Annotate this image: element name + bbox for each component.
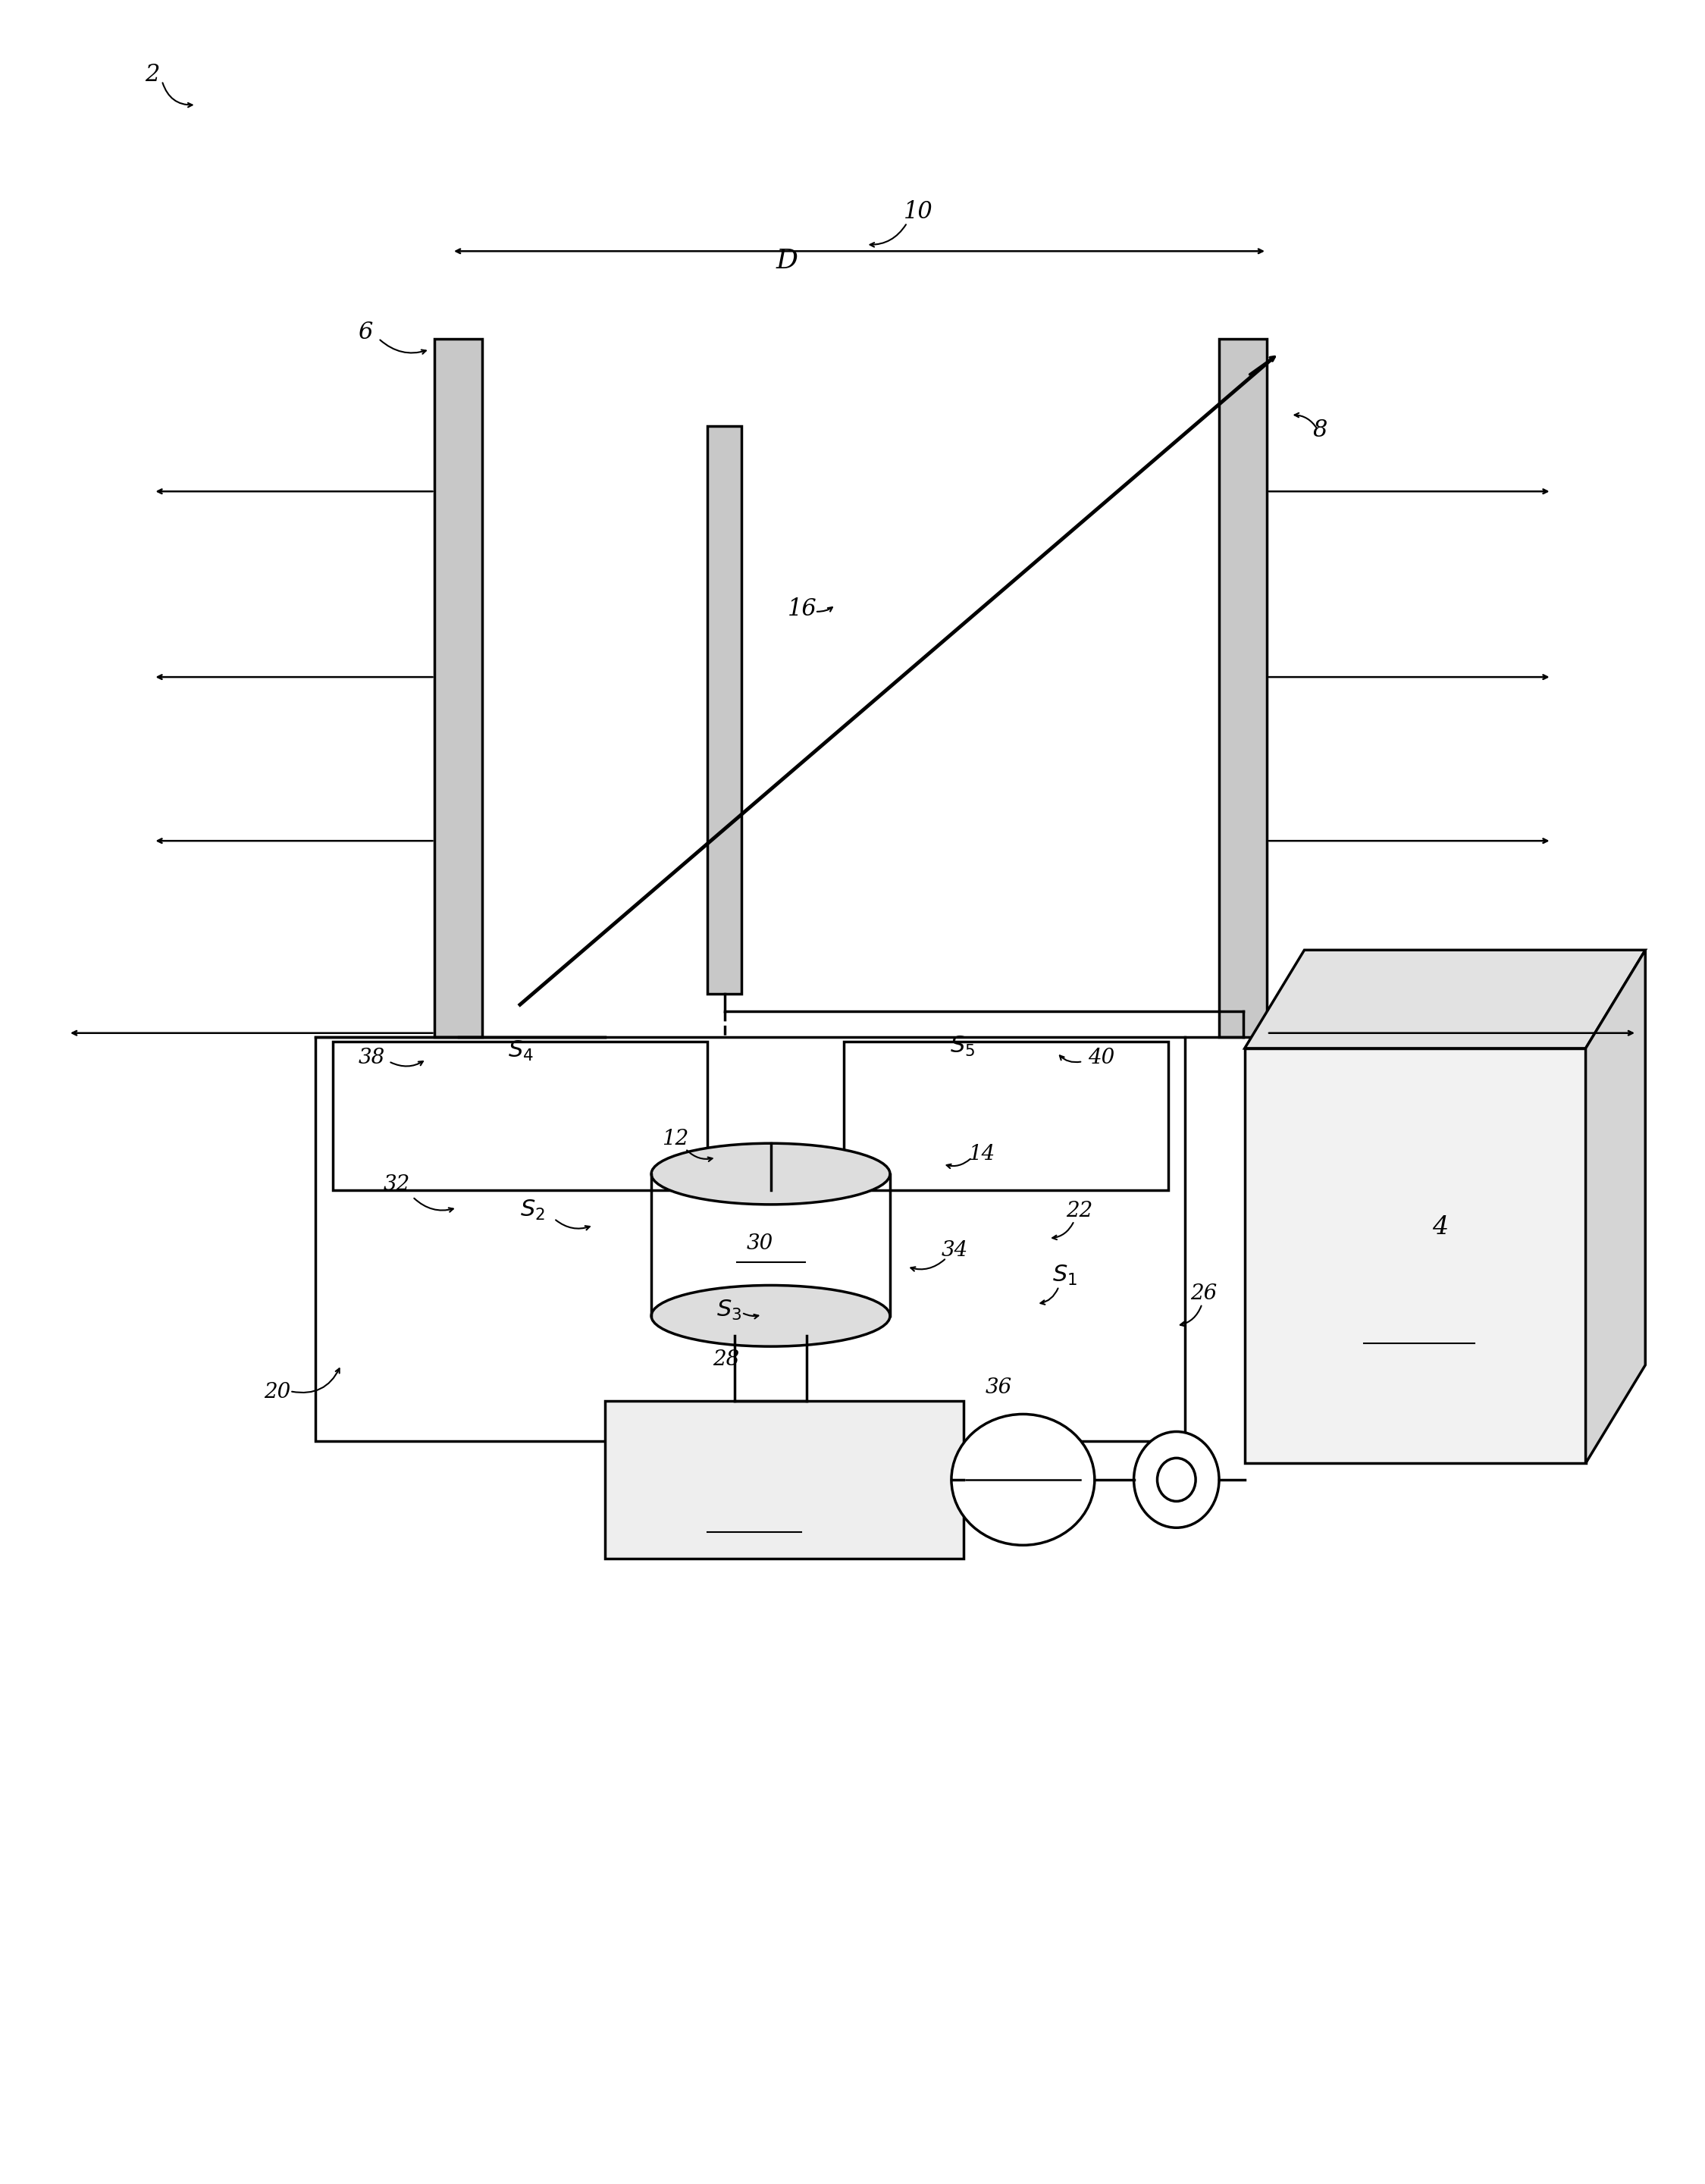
Text: $S_2$: $S_2$ xyxy=(520,1199,546,1221)
Ellipse shape xyxy=(1158,1459,1195,1500)
Ellipse shape xyxy=(651,1144,890,1206)
Text: 32: 32 xyxy=(384,1175,411,1195)
Polygon shape xyxy=(1586,950,1645,1463)
Polygon shape xyxy=(435,339,483,1037)
Text: $S_1$: $S_1$ xyxy=(1052,1265,1078,1286)
Text: 16: 16 xyxy=(788,598,817,620)
Ellipse shape xyxy=(951,1415,1095,1546)
Text: 34: 34 xyxy=(941,1241,968,1260)
Bar xyxy=(605,1402,963,1559)
Text: 30: 30 xyxy=(747,1234,774,1254)
Text: 4: 4 xyxy=(1432,1214,1448,1238)
Text: 8: 8 xyxy=(1313,419,1328,441)
Bar xyxy=(1245,1048,1586,1463)
Text: $S_4$: $S_4$ xyxy=(508,1040,534,1061)
Text: D: D xyxy=(776,249,798,273)
Text: $S_5$: $S_5$ xyxy=(950,1035,975,1057)
Text: 2: 2 xyxy=(145,63,160,85)
Text: 12: 12 xyxy=(662,1129,689,1149)
Text: 26: 26 xyxy=(1190,1284,1217,1304)
Ellipse shape xyxy=(651,1284,890,1345)
Text: 6: 6 xyxy=(358,321,373,343)
Ellipse shape xyxy=(1134,1433,1219,1529)
Text: 28: 28 xyxy=(713,1350,740,1369)
Polygon shape xyxy=(708,426,742,994)
Polygon shape xyxy=(1219,339,1267,1037)
Bar xyxy=(844,1042,1168,1190)
Text: 40: 40 xyxy=(1088,1048,1115,1068)
Text: 22: 22 xyxy=(1066,1201,1093,1221)
Text: $S_3$: $S_3$ xyxy=(716,1299,742,1321)
Text: 14: 14 xyxy=(968,1144,996,1164)
Bar xyxy=(315,1037,1185,1441)
Text: 36: 36 xyxy=(985,1378,1013,1398)
Text: 10: 10 xyxy=(904,201,933,223)
Bar xyxy=(332,1042,708,1190)
Text: 20: 20 xyxy=(264,1382,292,1402)
Polygon shape xyxy=(1245,950,1645,1048)
Text: 38: 38 xyxy=(358,1048,385,1068)
